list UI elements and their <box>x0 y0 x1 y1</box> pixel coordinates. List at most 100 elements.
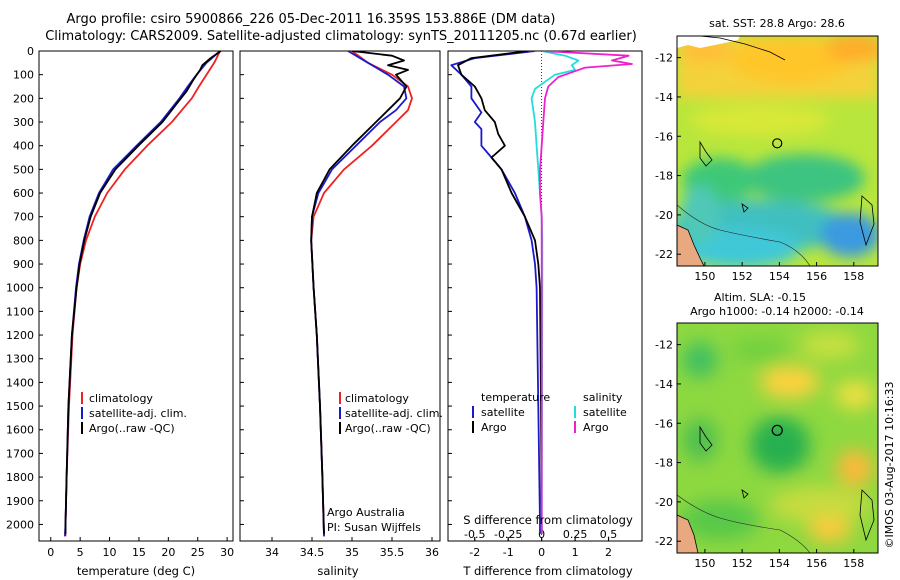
sst-map: sat. SST: 28.8 Argo: 28.6 <box>655 17 879 283</box>
sla-blobs <box>680 331 875 542</box>
sst-map-axes: 150 152 154 156 158 -12 -14 -16 -18 -20 -22 <box>655 52 864 283</box>
difference-salinity-argo-line <box>539 51 633 534</box>
legend-label-argo: Argo(..raw -QC) <box>345 422 431 435</box>
temperature-tick-label: 20 <box>161 546 175 559</box>
temperature-xlabel: temperature (deg C) <box>77 564 195 578</box>
depth-tick-label: 500 <box>13 163 34 176</box>
legend-swatch-s-argo <box>574 421 576 433</box>
depth-tick-label: 900 <box>13 258 34 271</box>
map-lat-tick-label: -20 <box>655 209 673 222</box>
temperature-axis: 0 5 10 15 20 25 30 <box>47 537 234 559</box>
s-difference-xlabel: S difference from climatology <box>463 513 633 527</box>
sla-field <box>677 323 878 553</box>
map-lat-tick-label: -22 <box>655 535 673 548</box>
map-lat-tick-label: -18 <box>655 457 673 470</box>
sst-argo-position-marker <box>772 138 783 149</box>
depth-tick-label: 1700 <box>6 447 34 460</box>
difference-legend-temperature: temperature satellite Argo <box>472 391 550 434</box>
depth-tick-label: 1800 <box>6 471 34 484</box>
temperature-tick-label: 15 <box>132 546 146 559</box>
institution-annotation: Argo Australia <box>327 506 405 519</box>
depth-tick-label: 700 <box>13 211 34 224</box>
difference-lines <box>450 51 633 541</box>
salinity-satellite-adj-clim-line <box>310 51 408 537</box>
sst-blobs <box>677 36 878 266</box>
difference-legend-salinity: salinity satellite Argo <box>574 391 627 434</box>
depth-tick-label: 0 <box>27 45 34 58</box>
legend-label-satellite: satellite-adj. clim. <box>89 407 187 420</box>
map-lon-tick-label: 150 <box>694 557 715 570</box>
salinity-axis: 34 34.5 35 35.5 36 <box>265 537 439 559</box>
legend-title-salinity: salinity <box>583 391 623 404</box>
depth-tick-label: 200 <box>13 92 34 105</box>
depth-tick-label: 1100 <box>6 305 34 318</box>
s-difference-tick-label: -0.25 <box>494 528 522 541</box>
temperature-tick-label: 30 <box>220 546 234 559</box>
salinity-tick-label: 34 <box>265 546 279 559</box>
map-lat-tick-label: -14 <box>655 91 673 104</box>
legend-label-s-argo: Argo <box>583 421 609 434</box>
depth-tick-label: 800 <box>13 234 34 247</box>
map-lon-tick-label: 152 <box>732 270 753 283</box>
t-difference-tick-label: -2 <box>469 546 480 559</box>
legend-label-s-satellite: satellite <box>583 406 627 419</box>
depth-tick-label: 1000 <box>6 282 34 295</box>
s-difference-axis: -0.5 -0.25 0 0.25 0.5 <box>464 528 617 541</box>
t-difference-xlabel: T difference from climatology <box>462 564 633 578</box>
sst-reefs <box>699 140 875 247</box>
sst-coast-land <box>677 224 705 266</box>
sla-map-subtitle: Argo h1000: -0.14 h2000: -0.14 <box>690 305 864 318</box>
depth-axis: 0 100 200 300 400 500 600 700 800 900 1000 1100 1200… <box>6 45 43 531</box>
depth-tick-label: 600 <box>13 187 34 200</box>
temperature-tick-label: 25 <box>191 546 205 559</box>
legend-label-t-argo: Argo <box>481 421 507 434</box>
depth-tick-label: 100 <box>13 69 34 82</box>
t-difference-tick-label: -1 <box>503 546 514 559</box>
salinity-tick-label: 35.5 <box>380 546 405 559</box>
depth-tick-label: 1600 <box>6 424 34 437</box>
map-lon-tick-label: 152 <box>732 557 753 570</box>
depth-tick-label: 1500 <box>6 400 34 413</box>
legend-label-climatology: climatology <box>345 392 409 405</box>
map-lon-tick-label: 154 <box>769 557 790 570</box>
sla-coast-land <box>677 514 699 553</box>
sla-map-title: Altim. SLA: -0.15 <box>714 291 806 304</box>
legend-swatch-satellite <box>339 407 341 419</box>
salinity-tick-label: 34.5 <box>300 546 325 559</box>
legend-swatch-climatology <box>81 392 83 404</box>
salinity-legend: climatology satellite-adj. clim. Argo(..… <box>339 392 443 435</box>
t-difference-tick-label: 1 <box>572 546 579 559</box>
salinity-xlabel: salinity <box>317 564 358 578</box>
sst-map-frame <box>676 35 879 267</box>
depth-tick-label: 300 <box>13 116 34 129</box>
map-lon-tick-label: 158 <box>843 557 864 570</box>
temperature-satellite-adj-clim-line <box>64 51 221 537</box>
temperature-argo-raw-qc-line <box>64 51 222 534</box>
map-lon-tick-label: 154 <box>769 270 790 283</box>
sla-argo-position-marker <box>771 424 783 436</box>
depth-tick-label: 400 <box>13 140 34 153</box>
salinity-lines <box>310 51 413 537</box>
salinity-argo-raw-qc-line <box>310 51 409 534</box>
legend-label-satellite: satellite-adj. clim. <box>345 407 443 420</box>
map-lat-tick-label: -16 <box>655 130 673 143</box>
legend-swatch-t-argo <box>472 421 474 433</box>
salinity-panel: 34 34.5 35 35.5 36 salinity climatology sate… <box>239 50 443 578</box>
map-lon-tick-label: 150 <box>694 270 715 283</box>
depth-tick-label: 1400 <box>6 376 34 389</box>
temperature-legend: climatology satellite-adj. clim. Argo(..… <box>81 392 187 435</box>
map-lon-tick-label: 156 <box>806 270 827 283</box>
temperature-tick-label: 10 <box>103 546 117 559</box>
map-lat-tick-label: -22 <box>655 248 673 261</box>
salinity-depth-ticks <box>240 50 244 525</box>
map-lat-tick-label: -12 <box>655 339 673 352</box>
sla-reefs <box>699 425 875 542</box>
map-lat-tick-label: -12 <box>655 52 673 65</box>
salinity-tick-label: 35 <box>345 546 359 559</box>
depth-tick-label: 1300 <box>6 353 34 366</box>
salinity-climatology-line <box>310 51 413 537</box>
difference-temperature-argo-line <box>457 51 543 534</box>
map-lat-tick-label: -18 <box>655 170 673 183</box>
depth-tick-label: 1900 <box>6 495 34 508</box>
